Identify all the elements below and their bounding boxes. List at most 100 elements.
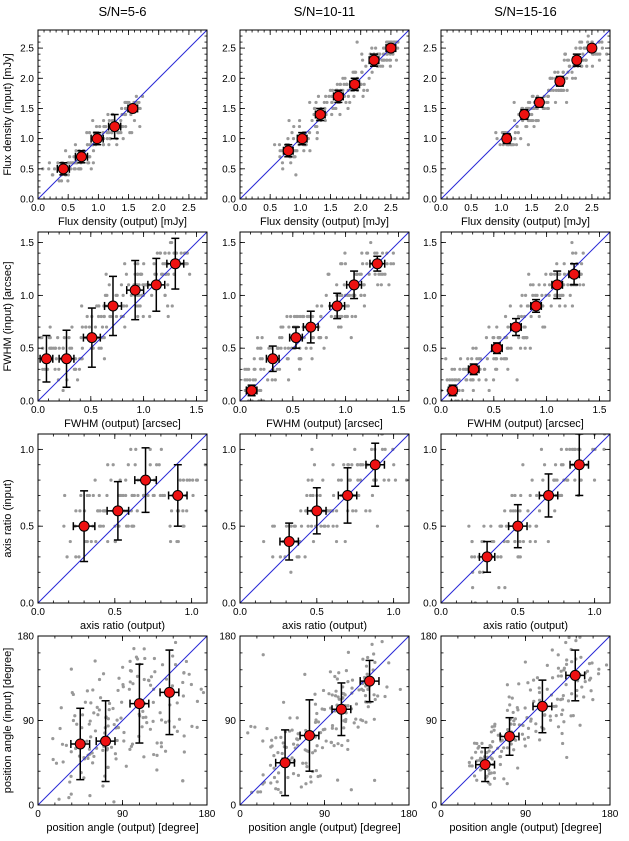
scatter-point bbox=[388, 64, 392, 68]
scatter-point bbox=[115, 143, 119, 147]
mean-point bbox=[504, 730, 516, 742]
scatter-point bbox=[373, 272, 377, 276]
scatter-point bbox=[155, 768, 159, 772]
scatter-point bbox=[477, 744, 481, 749]
scatter-point bbox=[306, 524, 310, 528]
scatter-point bbox=[512, 719, 516, 723]
mean-point bbox=[349, 78, 361, 90]
scatter-point bbox=[330, 726, 334, 730]
scatter-point bbox=[113, 752, 118, 756]
scatter-point bbox=[570, 304, 575, 308]
scatter-point bbox=[353, 447, 357, 451]
scatter-point bbox=[559, 669, 563, 673]
scatter-point bbox=[521, 723, 525, 728]
y-tick-label: 0.0 bbox=[423, 599, 437, 610]
scatter-point bbox=[163, 293, 167, 297]
y-tick-label: 2.0 bbox=[222, 74, 236, 85]
scatter-point bbox=[361, 283, 365, 287]
scatter-point bbox=[360, 251, 364, 255]
y-axis-label: position angle (input) [degree] bbox=[2, 648, 14, 794]
scatter-point bbox=[256, 790, 260, 794]
scatter-point bbox=[140, 725, 144, 729]
mean-point-group bbox=[58, 329, 75, 389]
mean-point-group bbox=[538, 473, 559, 518]
scatter-point bbox=[510, 696, 514, 700]
mean-point-group bbox=[107, 113, 122, 140]
scatter-point bbox=[480, 750, 484, 754]
mean-point-group bbox=[106, 480, 130, 541]
scatter-point bbox=[505, 683, 510, 687]
y-tick-label: 1.0 bbox=[20, 291, 34, 302]
scatter-point bbox=[568, 293, 572, 297]
scatter-point bbox=[505, 708, 510, 713]
scatter-point bbox=[583, 679, 587, 684]
scatter-point bbox=[321, 688, 326, 693]
scatter-point bbox=[497, 586, 501, 590]
scatter-point bbox=[106, 463, 110, 467]
mean-point-group bbox=[314, 107, 326, 122]
x-tick-label: 0.0 bbox=[31, 203, 45, 214]
scatter-point bbox=[515, 705, 519, 710]
scatter-point bbox=[519, 137, 523, 141]
x-tick-label: 1.0 bbox=[540, 405, 554, 416]
scatter-point bbox=[169, 509, 174, 513]
scatter-point bbox=[563, 304, 567, 308]
scatter-point bbox=[360, 70, 364, 74]
scatter-point bbox=[101, 672, 106, 676]
scatter-point bbox=[346, 94, 351, 98]
y-tick-label: 0.0 bbox=[222, 195, 236, 206]
scatter-point bbox=[168, 524, 172, 528]
scatter-point bbox=[356, 463, 360, 467]
scatter-point bbox=[478, 570, 482, 574]
scatter-point bbox=[168, 539, 173, 544]
scatter-point bbox=[93, 478, 97, 482]
y-tick-label: 1.0 bbox=[222, 445, 236, 456]
scatter-point bbox=[330, 693, 334, 697]
scatter-point bbox=[361, 463, 365, 467]
mean-point-group bbox=[245, 384, 258, 397]
scatter-point bbox=[491, 740, 495, 744]
scatter-point bbox=[566, 478, 570, 482]
x-tick-label: 1.0 bbox=[293, 203, 307, 214]
scatter-point bbox=[521, 463, 525, 467]
scatter-point bbox=[393, 478, 398, 482]
scatter-point bbox=[526, 143, 530, 147]
scatter-point bbox=[253, 367, 257, 371]
mean-point-group bbox=[365, 442, 386, 487]
panel-plot-area bbox=[240, 232, 409, 401]
scatter-point bbox=[542, 463, 547, 467]
scatter-point bbox=[312, 463, 317, 467]
scatter-point bbox=[388, 58, 393, 62]
x-tick-label: 90 bbox=[520, 809, 532, 820]
mean-point-group bbox=[532, 679, 553, 734]
scatter-point bbox=[78, 167, 82, 171]
panel-axis_ratio-2: 0.00.0 0.5 0.5 1.0 1.0 axis ratio (output) bbox=[222, 433, 410, 632]
scatter-point bbox=[126, 463, 130, 467]
scatter-point bbox=[349, 336, 353, 340]
scatter-point bbox=[270, 378, 274, 382]
scatter-point bbox=[335, 283, 339, 287]
scatter-point bbox=[314, 100, 318, 105]
scatter-point bbox=[570, 76, 575, 80]
scatter-point bbox=[532, 699, 536, 703]
mean-point-group bbox=[530, 298, 543, 314]
scatter-point bbox=[137, 100, 141, 105]
scatter-point bbox=[98, 124, 102, 129]
scatter-point bbox=[541, 325, 545, 329]
scatter-point bbox=[123, 262, 127, 266]
y-tick-label: 180 bbox=[420, 632, 437, 643]
mean-point bbox=[571, 54, 583, 66]
scatter-point bbox=[78, 509, 82, 513]
scatter-point bbox=[470, 764, 474, 768]
scatter-point bbox=[466, 357, 470, 361]
scatter-point bbox=[313, 702, 318, 706]
mean-point bbox=[127, 102, 139, 114]
scatter-point bbox=[302, 314, 306, 319]
scatter-point bbox=[104, 272, 108, 276]
scatter-point bbox=[129, 669, 133, 673]
scatter-point bbox=[471, 388, 475, 393]
scatter-point bbox=[579, 64, 583, 68]
scatter-point bbox=[564, 447, 569, 451]
scatter-point bbox=[361, 94, 365, 98]
mean-point-group bbox=[129, 663, 150, 744]
